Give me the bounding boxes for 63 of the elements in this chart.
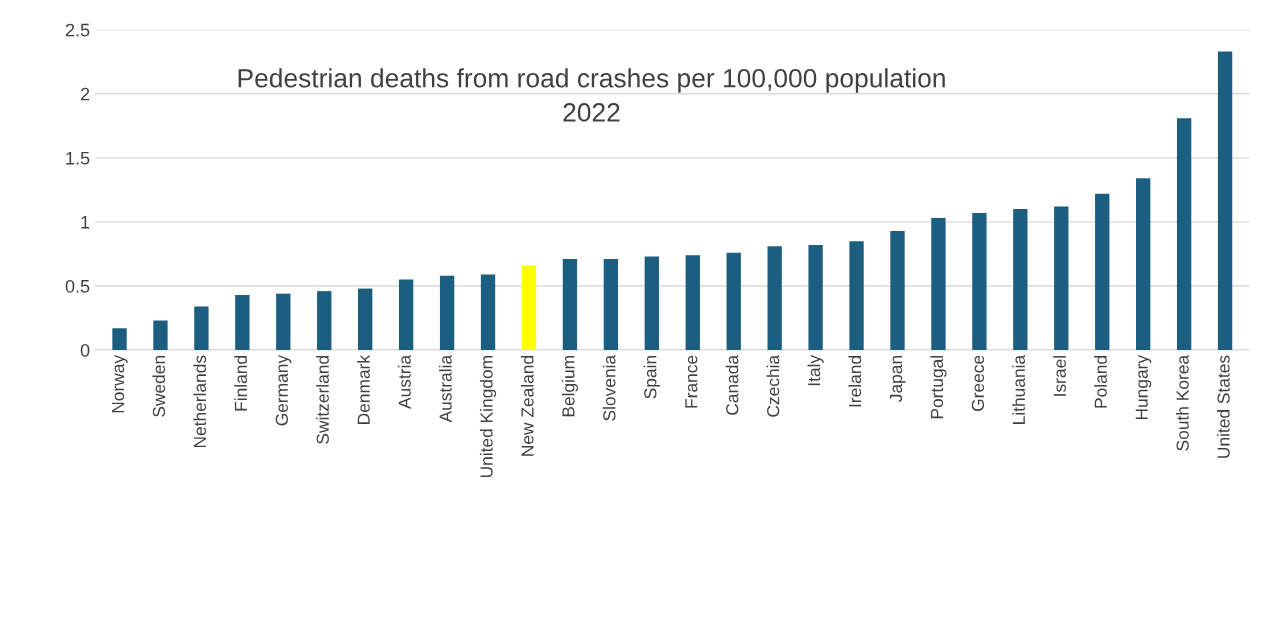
- x-tick-label: Denmark: [357, 354, 370, 424]
- bar: [480, 274, 496, 351]
- x-tick-label: France: [685, 355, 698, 408]
- x-tick-label: Greece: [971, 355, 985, 411]
- bar: [849, 241, 864, 351]
- x-tick-label: Lithuania: [1012, 354, 1025, 424]
- bar: [235, 294, 250, 351]
- x-tick-label: Hungary: [1135, 354, 1152, 420]
- x-tick-label: Ireland: [848, 356, 862, 407]
- bar: [1217, 51, 1233, 351]
- bar: [890, 230, 905, 351]
- x-tick-label: Germany: [275, 354, 292, 426]
- bar: [439, 275, 455, 351]
- x-tick-label: Belgium: [561, 356, 579, 417]
- bar: [317, 291, 332, 351]
- bar: [153, 320, 168, 351]
- bar: [603, 259, 619, 351]
- x-tick-label: United States: [1216, 355, 1230, 458]
- x-tick-label: Finland: [234, 356, 248, 411]
- x-tick-label: Canada: [725, 354, 739, 415]
- bar: [726, 252, 741, 351]
- x-tick-label: Austria: [398, 354, 411, 409]
- bar: [1176, 118, 1192, 351]
- y-tick-label: 2: [80, 87, 90, 101]
- bar: [685, 255, 700, 351]
- y-tick-label: 2.5: [65, 23, 90, 37]
- x-tick-label: Italy: [807, 354, 824, 386]
- text: Pedestrian deaths from road crashes per 100,000 population 2022: [238, 68, 945, 122]
- y-tick-label: 0.5: [65, 279, 90, 293]
- bar: [1095, 193, 1110, 351]
- y-tick-label: 0: [80, 343, 90, 357]
- x-tick-label: United Kingdom: [479, 356, 497, 478]
- bar: [808, 244, 823, 351]
- x-tick-label: Sweden: [152, 356, 166, 417]
- x-tick-label: Norway: [112, 354, 128, 413]
- y-tick-label: 1: [81, 216, 90, 229]
- x-tick-label: Netherlands: [193, 355, 207, 448]
- x-tick-label: Poland: [1094, 356, 1107, 408]
- x-tick-label: Israel: [1053, 356, 1066, 396]
- bar: [398, 279, 414, 351]
- x-tick-label: Australia: [438, 354, 452, 423]
- x-tick-label: Slovenia: [602, 354, 616, 421]
- bar: [1136, 178, 1151, 351]
- bar: [358, 288, 373, 351]
- bar: [972, 212, 987, 351]
- bar: [562, 259, 578, 351]
- x-tick-label: South Korea: [1176, 354, 1189, 451]
- x-tick-label: Spain: [643, 356, 660, 399]
- bar: [112, 328, 127, 351]
- bar: [1054, 206, 1069, 351]
- x-tick-label: Portugal: [930, 356, 947, 419]
- bar: [644, 256, 659, 351]
- bar: [276, 293, 291, 351]
- y-tick-label: 1.5: [66, 151, 90, 165]
- bar: [1013, 209, 1028, 351]
- bar: [194, 306, 209, 351]
- bar: [767, 246, 782, 351]
- x-tick-label: New Zealand: [520, 356, 534, 456]
- x-tick-label: Czechia: [766, 354, 780, 417]
- bar: [521, 265, 537, 351]
- x-tick-label: Switzerland: [316, 356, 329, 444]
- bar: [931, 218, 946, 351]
- x-tick-label: Japan: [890, 356, 906, 402]
